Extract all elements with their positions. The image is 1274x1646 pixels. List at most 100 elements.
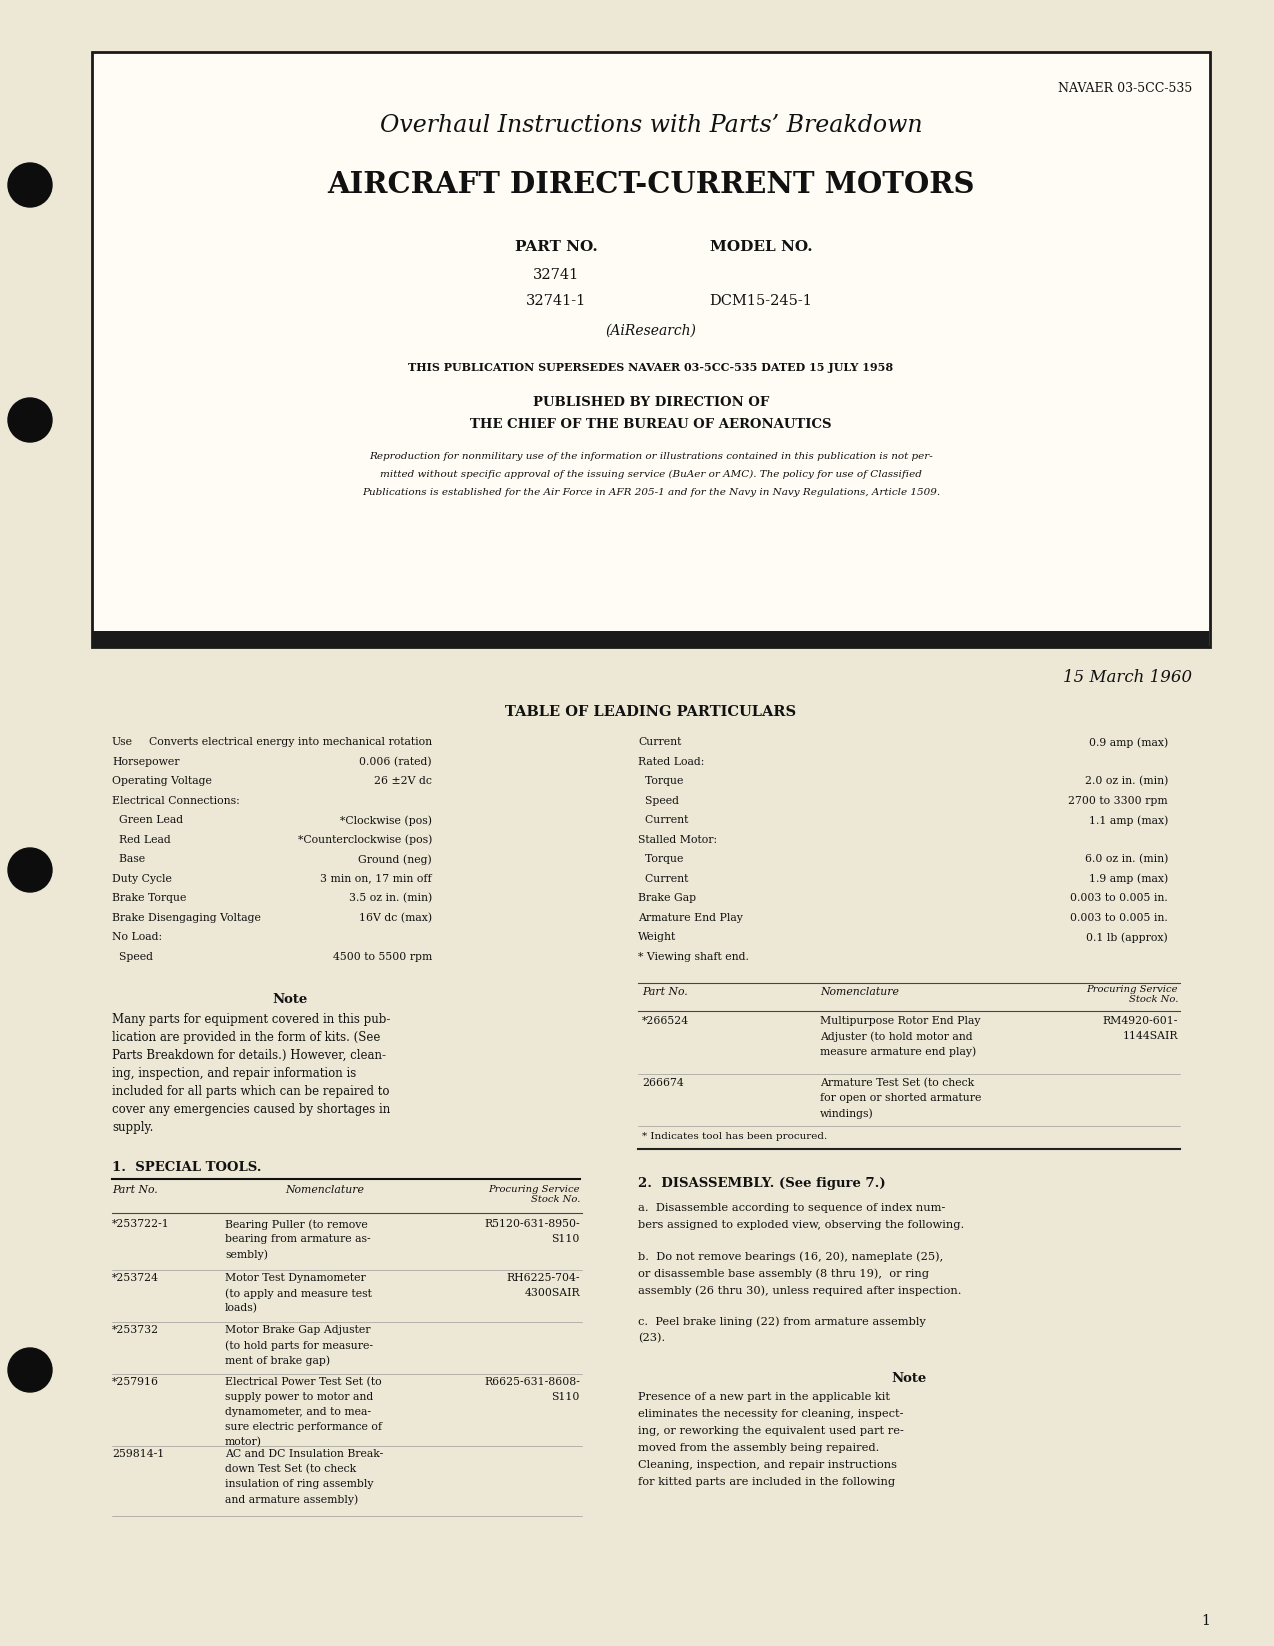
Text: Adjuster (to hold motor and: Adjuster (to hold motor and [820, 1030, 972, 1042]
Text: Brake Gap: Brake Gap [638, 894, 696, 904]
Text: moved from the assembly being repaired.: moved from the assembly being repaired. [638, 1444, 879, 1453]
Text: measure armature end play): measure armature end play) [820, 1045, 976, 1057]
Circle shape [8, 1348, 52, 1393]
Text: 3.5 oz in. (min): 3.5 oz in. (min) [349, 894, 432, 904]
Text: *253724: *253724 [112, 1272, 159, 1282]
Text: No Load:: No Load: [112, 932, 162, 942]
Text: Armature Test Set (to check: Armature Test Set (to check [820, 1078, 975, 1088]
Text: (to hold parts for measure-: (to hold parts for measure- [225, 1340, 373, 1351]
Text: 1: 1 [1201, 1615, 1210, 1628]
Text: bers assigned to exploded view, observing the following.: bers assigned to exploded view, observin… [638, 1220, 964, 1230]
Text: Red Lead: Red Lead [112, 835, 171, 844]
Text: ing, or reworking the equivalent used part re-: ing, or reworking the equivalent used pa… [638, 1425, 903, 1435]
Text: loads): loads) [225, 1304, 259, 1314]
Text: 32741: 32741 [533, 268, 580, 281]
Text: THIS PUBLICATION SUPERSEDES NAVAER 03-5CC-535 DATED 15 JULY 1958: THIS PUBLICATION SUPERSEDES NAVAER 03-5C… [409, 362, 893, 374]
Text: DCM15-245-1: DCM15-245-1 [710, 295, 813, 308]
Text: Overhaul Instructions with Parts’ Breakdown: Overhaul Instructions with Parts’ Breakd… [380, 114, 922, 137]
Text: windings): windings) [820, 1108, 874, 1119]
Text: AIRCRAFT DIRECT-CURRENT MOTORS: AIRCRAFT DIRECT-CURRENT MOTORS [327, 170, 975, 199]
Text: Multipurpose Rotor End Play: Multipurpose Rotor End Play [820, 1016, 981, 1025]
Circle shape [8, 848, 52, 892]
Text: down Test Set (to check: down Test Set (to check [225, 1463, 357, 1475]
Text: Procuring Service
Stock No.: Procuring Service Stock No. [488, 1185, 580, 1205]
Text: (AiResearch): (AiResearch) [605, 324, 697, 337]
Text: Weight: Weight [638, 932, 676, 942]
Text: 2.0 oz in. (min): 2.0 oz in. (min) [1084, 775, 1168, 787]
Text: 0.1 lb (approx): 0.1 lb (approx) [1087, 932, 1168, 943]
Text: 4500 to 5500 rpm: 4500 to 5500 rpm [333, 951, 432, 961]
Bar [93, 630, 1209, 647]
Text: Presence of a new part in the applicable kit: Presence of a new part in the applicable… [638, 1393, 891, 1402]
Text: 259814-1: 259814-1 [112, 1448, 164, 1458]
Text: supply.: supply. [112, 1121, 153, 1134]
Text: Motor Test Dynamometer: Motor Test Dynamometer [225, 1272, 366, 1282]
Text: NAVAER 03-5CC-535: NAVAER 03-5CC-535 [1057, 82, 1192, 95]
Text: 1144SAIR: 1144SAIR [1122, 1030, 1178, 1040]
Text: sure electric performance of: sure electric performance of [225, 1422, 382, 1432]
Text: sembly): sembly) [225, 1249, 268, 1259]
Text: PUBLISHED BY DIRECTION OF: PUBLISHED BY DIRECTION OF [533, 397, 769, 408]
Text: Speed: Speed [112, 951, 153, 961]
Text: 0.003 to 0.005 in.: 0.003 to 0.005 in. [1070, 912, 1168, 922]
Text: Torque: Torque [638, 775, 683, 787]
Text: Nomenclature: Nomenclature [285, 1185, 364, 1195]
Text: S110: S110 [552, 1393, 580, 1402]
Text: Base: Base [112, 854, 145, 864]
Text: RM4920-601-: RM4920-601- [1102, 1016, 1178, 1025]
Text: Current: Current [638, 737, 682, 747]
Text: for open or shorted armature: for open or shorted armature [820, 1093, 981, 1103]
Text: Converts electrical energy into mechanical rotation: Converts electrical energy into mechanic… [149, 737, 432, 747]
Text: 0.9 amp (max): 0.9 amp (max) [1089, 737, 1168, 747]
Text: Rated Load:: Rated Load: [638, 757, 705, 767]
Text: Horsepower: Horsepower [112, 757, 180, 767]
Text: MODEL NO.: MODEL NO. [710, 240, 813, 253]
Text: 1.  SPECIAL TOOLS.: 1. SPECIAL TOOLS. [112, 1160, 261, 1174]
Text: Operating Voltage: Operating Voltage [112, 775, 211, 787]
Text: included for all parts which can be repaired to: included for all parts which can be repa… [112, 1085, 390, 1098]
Text: 15 March 1960: 15 March 1960 [1063, 668, 1192, 686]
Text: Publications is established for the Air Force in AFR 205-1 and for the Navy in N: Publications is established for the Air … [362, 487, 940, 497]
Text: Nomenclature: Nomenclature [820, 988, 899, 997]
Text: 1.9 amp (max): 1.9 amp (max) [1089, 874, 1168, 884]
Text: 0.003 to 0.005 in.: 0.003 to 0.005 in. [1070, 894, 1168, 904]
Text: Torque: Torque [638, 854, 683, 864]
Text: R6625-631-8608-: R6625-631-8608- [484, 1378, 580, 1388]
Text: (23).: (23). [638, 1333, 665, 1343]
Text: Current: Current [638, 874, 688, 884]
Text: R5120-631-8950-: R5120-631-8950- [484, 1220, 580, 1230]
Text: mitted without specific approval of the issuing service (BuAer or AMC). The poli: mitted without specific approval of the … [380, 471, 922, 479]
Text: 26 ±2V dc: 26 ±2V dc [375, 775, 432, 787]
Text: *Counterclockwise (pos): *Counterclockwise (pos) [298, 835, 432, 844]
Text: b.  Do not remove bearings (16, 20), nameplate (25),: b. Do not remove bearings (16, 20), name… [638, 1251, 943, 1261]
Text: Part No.: Part No. [112, 1185, 158, 1195]
Text: 16V dc (max): 16V dc (max) [359, 912, 432, 923]
Text: 1.1 amp (max): 1.1 amp (max) [1088, 815, 1168, 826]
Circle shape [8, 398, 52, 443]
Text: RH6225-704-: RH6225-704- [507, 1272, 580, 1282]
Circle shape [8, 163, 52, 207]
Text: c.  Peel brake lining (22) from armature assembly: c. Peel brake lining (22) from armature … [638, 1317, 926, 1327]
Text: cover any emergencies caused by shortages in: cover any emergencies caused by shortage… [112, 1103, 390, 1116]
Text: a.  Disassemble according to sequence of index num-: a. Disassemble according to sequence of … [638, 1203, 945, 1213]
Text: *253722-1: *253722-1 [112, 1220, 169, 1230]
Text: for kitted parts are included in the following: for kitted parts are included in the fol… [638, 1476, 896, 1486]
Text: and armature assembly): and armature assembly) [225, 1495, 358, 1504]
Text: Current: Current [638, 815, 688, 825]
Text: 6.0 oz in. (min): 6.0 oz in. (min) [1084, 854, 1168, 864]
Text: or disassemble base assembly (8 thru 19),  or ring: or disassemble base assembly (8 thru 19)… [638, 1267, 929, 1279]
Text: ment of brake gap): ment of brake gap) [225, 1355, 330, 1366]
Text: ing, inspection, and repair information is: ing, inspection, and repair information … [112, 1067, 357, 1080]
Text: 4300SAIR: 4300SAIR [525, 1289, 580, 1299]
Text: Note: Note [892, 1373, 926, 1384]
Text: Motor Brake Gap Adjuster: Motor Brake Gap Adjuster [225, 1325, 371, 1335]
Text: PART NO.: PART NO. [515, 240, 598, 253]
Text: Duty Cycle: Duty Cycle [112, 874, 172, 884]
Text: *Clockwise (pos): *Clockwise (pos) [340, 815, 432, 826]
Text: 0.006 (rated): 0.006 (rated) [359, 757, 432, 767]
Text: * Viewing shaft end.: * Viewing shaft end. [638, 951, 749, 961]
Text: Reproduction for nonmilitary use of the information or illustrations contained i: Reproduction for nonmilitary use of the … [369, 453, 933, 461]
Text: 266674: 266674 [642, 1078, 684, 1088]
Text: *266524: *266524 [642, 1016, 689, 1025]
Text: Stalled Motor:: Stalled Motor: [638, 835, 717, 844]
